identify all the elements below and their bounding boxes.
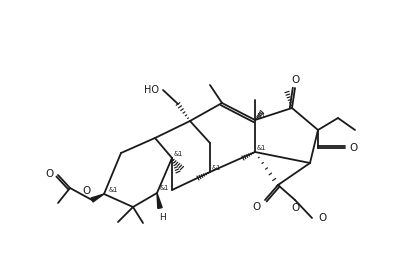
Text: &1: &1 [212,165,221,171]
Text: &1: &1 [160,185,169,191]
Text: O: O [253,202,261,212]
Text: &1: &1 [257,113,266,119]
Polygon shape [157,193,162,208]
Text: O: O [349,143,357,153]
Polygon shape [91,194,104,202]
Text: HO: HO [144,85,159,95]
Text: O: O [318,213,326,223]
Text: &1: &1 [257,145,266,151]
Text: &1: &1 [174,151,183,157]
Text: O: O [291,203,299,213]
Text: O: O [292,75,300,85]
Text: H: H [159,213,165,222]
Text: O: O [46,169,54,179]
Text: &1: &1 [109,187,118,193]
Text: O: O [83,186,91,196]
